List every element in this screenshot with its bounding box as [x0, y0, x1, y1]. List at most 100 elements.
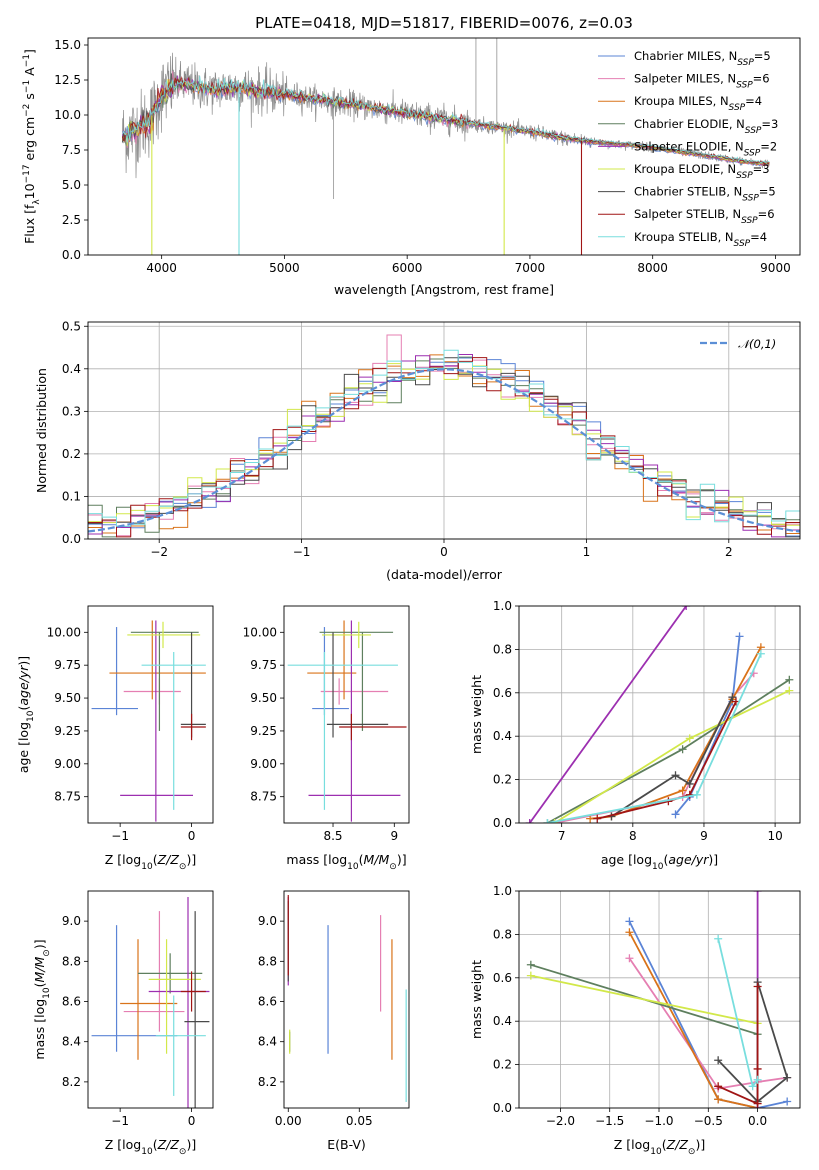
- y-tick-label: 0.0: [493, 1101, 512, 1115]
- x-tick-label: −2: [150, 545, 168, 559]
- x-axis-label: Z [log10(Z/Z⊙)]: [105, 852, 196, 872]
- y-tick-label: 10.0: [54, 108, 81, 122]
- label-part: s: [22, 93, 37, 104]
- y-tick-label: 0.1: [62, 489, 81, 503]
- x-tick-label: 9: [390, 829, 398, 843]
- weight-marker-kroupa-miles: [586, 814, 595, 823]
- y-axis-label: age [log10(age/yr)]: [16, 656, 36, 773]
- weight-marker-salpeter-miles: [625, 954, 634, 963]
- label-part: Salpeter STELIB, N: [634, 207, 741, 221]
- weight-marker-kroupa-stelib: [748, 1082, 757, 1091]
- label-part: SSP: [729, 103, 746, 113]
- weight-marker-chabrier-elodie: [785, 675, 794, 684]
- weight-marker-chabrier-stelib: [714, 1056, 723, 1065]
- legend-label-salpeter-miles: Salpeter MILES, NSSP=6: [634, 72, 770, 91]
- x-tick-label: 0.0: [748, 1114, 767, 1128]
- weight-marker-kroupa-stelib: [714, 934, 723, 943]
- label-part: 10: [650, 1147, 662, 1157]
- y-tick-label: 9.25: [54, 724, 81, 738]
- legend-label-chabrier-miles: Chabrier MILES, NSSP=5: [634, 49, 771, 68]
- label-part: (: [662, 1137, 667, 1152]
- y-tick-label: 9.00: [250, 757, 277, 771]
- plot-area: [88, 334, 800, 538]
- label-part: SSP: [736, 171, 753, 181]
- mass-vs-ebv-panel: 0.00 0.05 8.2 8.4 8.6 8.8 9.0 E(B-V): [258, 890, 410, 1152]
- x-axis-label: Z [log10(Z/Z⊙)]: [105, 1137, 196, 1157]
- label-part: SSP: [737, 58, 754, 68]
- label-part: =4: [745, 94, 762, 108]
- legend-label-salpeter-elodie: Salpeter ELODIE, NSSP=2: [634, 139, 777, 158]
- x-tick-label: −1.0: [644, 1114, 673, 1128]
- legend-label-normal: 𝒩(0,1): [738, 337, 776, 351]
- histogram-salpeter-stelib: [88, 357, 800, 538]
- x-tick-label: 0: [188, 1114, 196, 1128]
- label-part: Z/Z: [157, 852, 180, 867]
- y-tick-label: 7.5: [62, 143, 81, 157]
- label-part: 10: [347, 862, 359, 872]
- y-tick-label: 9.00: [54, 757, 81, 771]
- y-tick-label: 8.6: [62, 995, 81, 1009]
- label-part: Salpeter ELODIE, N: [634, 139, 744, 153]
- y-tick-label: 9.50: [250, 691, 277, 705]
- mass-vs-metallicity-panel: −1 08.28.48.68.89.0Z [log10(Z/Z⊙)]mass [l…: [32, 890, 214, 1157]
- weight-marker-kroupa-elodie: [550, 819, 559, 823]
- y-tick-label: 8.2: [258, 1075, 277, 1089]
- label-part: age/yr: [668, 852, 709, 867]
- label-part: SSP: [741, 216, 758, 226]
- weight-marker-salpeter-stelib: [593, 814, 602, 823]
- label-part: )]: [186, 852, 196, 867]
- label-part: ⊙: [389, 862, 397, 872]
- weight-line-salpeter-miles: [628, 957, 788, 1090]
- y-tick-label: 8.2: [62, 1075, 81, 1089]
- y-tick-label: 0.4: [62, 362, 81, 376]
- label-part: SSP: [744, 148, 761, 158]
- label-part: SSP: [734, 239, 751, 249]
- y-tick-label: 0.6: [493, 686, 512, 700]
- weight-line-salpeter-elodie: [528, 606, 687, 823]
- y-tick-label: 1.0: [493, 599, 512, 613]
- label-part: =3: [761, 117, 778, 131]
- label-part: Kroupa MILES, N: [634, 94, 729, 108]
- label-part: λ: [32, 199, 42, 205]
- x-tick-label: −1.5: [595, 1114, 624, 1128]
- label-part: (: [32, 982, 47, 987]
- weight-vs-metallicity-panel: −2.0 −1.5 −1.0 −0.5 0.0 0.0 0.2 0.4 0.6 0.8 1.0 Z […: [469, 884, 801, 1157]
- y-tick-label: 8.4: [258, 1035, 277, 1049]
- weight-marker-salpeter-stelib: [753, 1099, 762, 1108]
- label-part: (: [359, 852, 364, 867]
- label-part: age/yr: [16, 665, 31, 706]
- label-part: =5: [759, 185, 776, 199]
- y-tick-label: 1.0: [493, 884, 512, 898]
- weight-marker-kroupa-elodie: [785, 686, 794, 695]
- label-part: mass [log: [286, 852, 347, 867]
- label-part: Kroupa STELIB, N: [634, 230, 734, 244]
- x-axis-label: (data-model)/error: [386, 567, 503, 582]
- label-part: )]: [695, 1137, 705, 1152]
- x-tick-label: 0.05: [346, 1114, 373, 1128]
- y-tick-label: 9.50: [54, 691, 81, 705]
- weight-marker-chabrier-stelib: [671, 771, 680, 780]
- label-part: −2: [22, 104, 32, 117]
- plot-area: [121, 38, 770, 255]
- y-tick-label: 0.4: [493, 729, 512, 743]
- label-part: 10: [652, 862, 664, 872]
- figure-title: PLATE=0418, MJD=51817, FIBERID=0076, z=0…: [255, 14, 633, 32]
- label-part: 10: [26, 710, 36, 722]
- y-tick-label: 5.0: [62, 178, 81, 192]
- weight-marker-salpeter-elodie: [525, 819, 534, 823]
- legend-label-kroupa-elodie: Kroupa ELODIE, NSSP=3: [634, 162, 770, 181]
- y-tick-label: 9.25: [250, 724, 277, 738]
- label-part: )]: [708, 852, 718, 867]
- plot-area: [91, 620, 206, 822]
- label-part: (: [153, 1137, 158, 1152]
- x-tick-label: 8000: [637, 261, 668, 275]
- axes-frame: [87, 890, 214, 1109]
- label-part: age [log: [16, 722, 31, 773]
- label-part: ⊙: [179, 1147, 187, 1157]
- label-part: 10: [42, 987, 52, 999]
- x-tick-label: −2.0: [546, 1114, 575, 1128]
- y-axis-label: mass [log10(M/M⊙)]: [32, 939, 52, 1059]
- x-tick-label: 10: [767, 829, 782, 843]
- legend-label-salpeter-stelib: Salpeter STELIB, NSSP=6: [634, 207, 775, 226]
